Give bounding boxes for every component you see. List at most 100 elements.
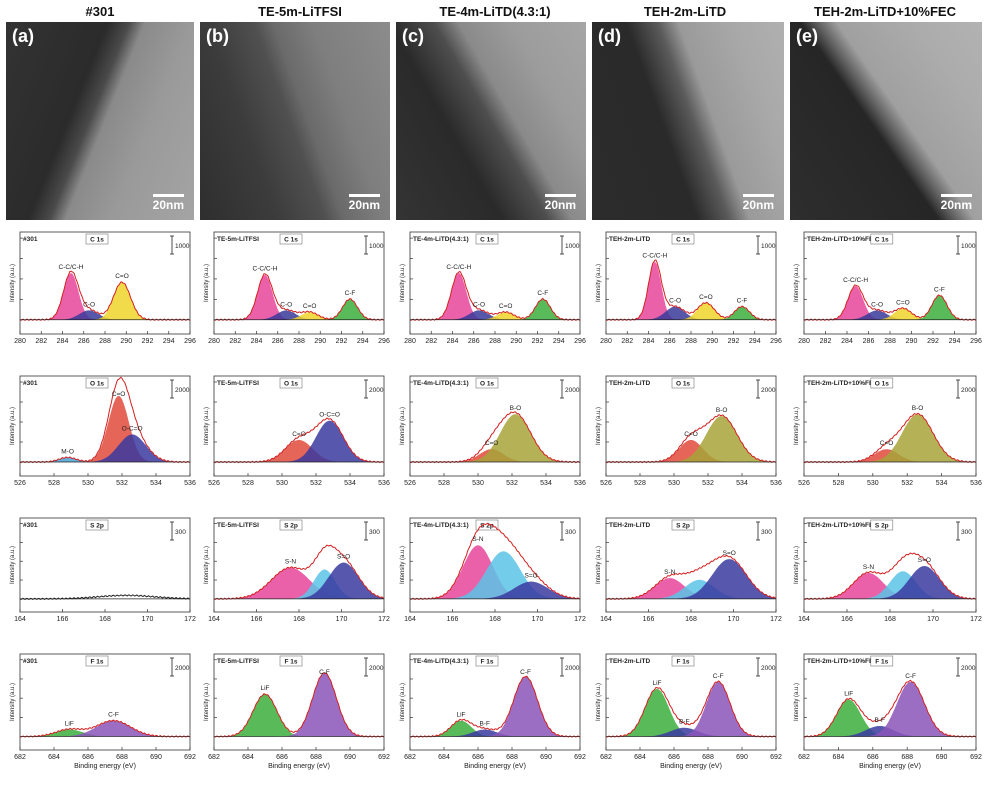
core-level-label: C 1s xyxy=(875,237,889,244)
peak-label: S-N xyxy=(664,569,676,576)
sample-label: TE-4m-LiTD(4.3:1) xyxy=(413,380,469,387)
x-tick-label: 530 xyxy=(276,480,288,487)
x-tick-label: 688 xyxy=(506,754,518,761)
x-tick-label: 288 xyxy=(685,338,697,345)
x-tick-label: 528 xyxy=(48,480,60,487)
peak-label: LiF xyxy=(260,685,269,692)
peak-label: S-N xyxy=(863,564,875,571)
fitted-peak xyxy=(214,312,384,320)
core-level-box xyxy=(85,233,109,245)
peak-label: C-F xyxy=(713,673,724,680)
sample-label: TE-5m-LiTFSI xyxy=(217,658,259,665)
plot-frame xyxy=(19,653,191,751)
core-level-label: F 1s xyxy=(90,659,103,666)
peak-label: M-O xyxy=(61,448,74,455)
sample-label: TE-5m-LiTFSI xyxy=(217,522,259,529)
x-tick-label: 530 xyxy=(82,480,94,487)
x-tick-label: 296 xyxy=(184,338,196,345)
peak-label: B-O xyxy=(510,405,522,412)
x-tick-label: 526 xyxy=(798,480,810,487)
x-tick-label: 288 xyxy=(293,338,305,345)
peak-label: S-N xyxy=(472,536,484,543)
x-tick-label: 690 xyxy=(540,754,552,761)
x-tick-label: 294 xyxy=(553,338,565,345)
x-tick-label: 690 xyxy=(936,754,948,761)
x-tick-label: 284 xyxy=(447,338,459,345)
fitted-peak xyxy=(214,562,384,599)
fitted-peak xyxy=(804,566,976,599)
fitted-peak xyxy=(804,308,976,320)
fitted-peak xyxy=(410,272,580,320)
y-axis-label: Intensity (a.u.) xyxy=(596,683,602,721)
y-axis-label: Intensity (a.u.) xyxy=(204,264,210,302)
x-tick-label: 282 xyxy=(425,338,437,345)
intensity-scale-label: 1000 xyxy=(175,243,190,250)
sample-label: #301 xyxy=(23,380,38,387)
intensity-scale-label: 2000 xyxy=(369,387,384,394)
envelope-line xyxy=(409,675,581,738)
x-tick-label: 292 xyxy=(532,338,544,345)
x-tick-label: 290 xyxy=(706,338,718,345)
x-tick-label: 280 xyxy=(208,338,220,345)
peak-label: C-C/C-H xyxy=(843,277,868,284)
x-tick-label: 284 xyxy=(841,338,853,345)
panel-label: (c) xyxy=(402,26,424,46)
x-axis-label: Binding energy (eV) xyxy=(660,763,722,770)
fitted-peak xyxy=(20,457,190,462)
x-tick-label: 532 xyxy=(702,480,714,487)
panel-label: (e) xyxy=(796,26,818,46)
panel-label: (d) xyxy=(598,26,621,46)
x-axis-label: Binding energy (eV) xyxy=(464,763,526,770)
x-tick-label: 532 xyxy=(116,480,128,487)
core-level-box xyxy=(85,519,109,531)
intensity-scale-label: 1000 xyxy=(761,243,776,250)
x-tick-label: 682 xyxy=(600,754,612,761)
core-level-label: S 2p xyxy=(875,523,889,530)
peak-label: B-O xyxy=(716,407,728,414)
x-tick-label: 166 xyxy=(447,616,459,623)
x-tick-label: 530 xyxy=(867,480,879,487)
x-tick-label: 684 xyxy=(48,754,60,761)
x-tick-label: 282 xyxy=(35,338,47,345)
y-axis-label: Intensity (a.u.) xyxy=(596,407,602,445)
sample-label: TEH-2m-LiTD+10%FEC xyxy=(807,522,878,529)
x-tick-label: 170 xyxy=(532,616,544,623)
y-axis-label: Intensity (a.u.) xyxy=(10,264,16,302)
x-tick-label: 170 xyxy=(336,616,348,623)
sample-label: TEH-2m-LiTD+10%FEC xyxy=(807,658,878,665)
x-tick-label: 286 xyxy=(78,338,90,345)
core-level-box xyxy=(475,233,499,245)
core-level-label: O 1s xyxy=(90,381,104,388)
peak-label: C=O xyxy=(292,431,306,438)
column-title: TEH-2m-LiTD+10%FEC xyxy=(814,4,956,19)
core-level-label: C 1s xyxy=(284,237,298,244)
scale-bar: 20nm xyxy=(742,194,774,212)
x-tick-label: 690 xyxy=(344,754,356,761)
x-tick-label: 534 xyxy=(150,480,162,487)
x-tick-label: 292 xyxy=(927,338,939,345)
peak-label: S=O xyxy=(918,557,931,564)
core-level-box xyxy=(671,655,695,667)
core-level-box xyxy=(870,233,894,245)
x-tick-label: 686 xyxy=(472,754,484,761)
fitted-peak xyxy=(606,416,776,462)
peak-label: O-C=O xyxy=(319,412,340,419)
peak-label: C-C/C-H xyxy=(642,253,667,260)
y-axis-label: Intensity (a.u.) xyxy=(400,264,406,302)
core-level-label: O 1s xyxy=(480,381,494,388)
scale-bar: 20nm xyxy=(544,194,576,212)
fitted-peak xyxy=(214,274,384,320)
x-tick-label: 164 xyxy=(600,616,612,623)
peak-label: C-O xyxy=(669,298,681,305)
core-level-box xyxy=(870,655,894,667)
intensity-scale-label: 2000 xyxy=(961,387,976,394)
peak-label: C=O xyxy=(684,431,698,438)
x-tick-label: 164 xyxy=(404,616,416,623)
x-tick-label: 532 xyxy=(506,480,518,487)
x-tick-label: 296 xyxy=(770,338,782,345)
peak-label: C=O xyxy=(880,440,894,447)
x-tick-label: 688 xyxy=(116,754,128,761)
x-tick-label: 172 xyxy=(574,616,586,623)
x-tick-label: 280 xyxy=(600,338,612,345)
fitted-peak xyxy=(410,312,580,320)
